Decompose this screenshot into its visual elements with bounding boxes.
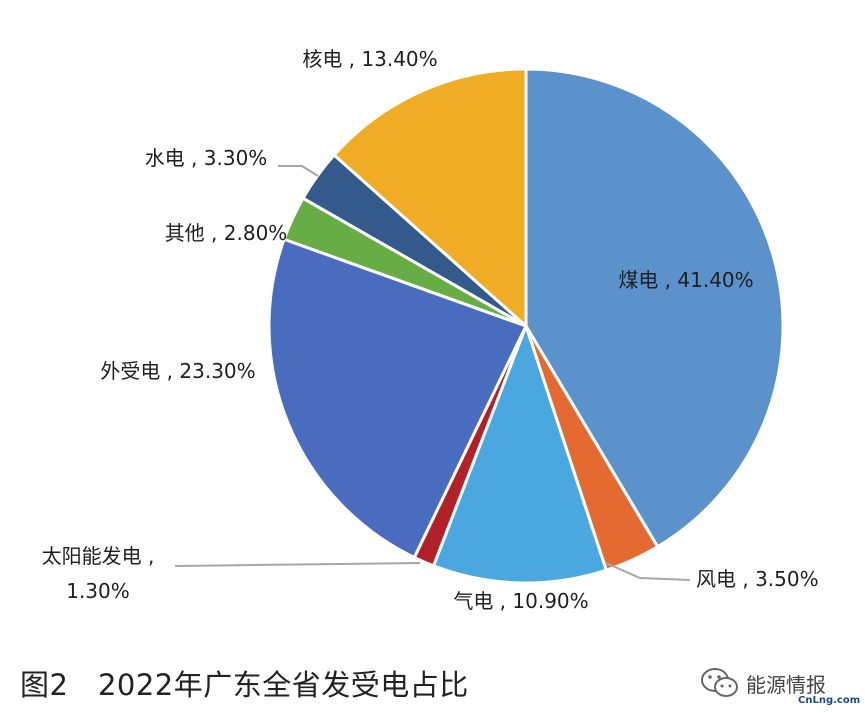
data-label-7: 水电 , 3.30% xyxy=(145,146,268,170)
leader-lines xyxy=(174,165,691,581)
data-label-6: 其他 , 2.80% xyxy=(165,221,288,245)
data-label-8: 核电 , 13.40% xyxy=(302,47,437,71)
data-label-3: 气电 , 10.90% xyxy=(453,589,588,613)
data-labels: 煤电 , 41.40% 风电 , 3.50% 气电 , 10.90% 太阳能发电 , 1… xyxy=(42,47,819,613)
wechat-icon xyxy=(701,668,738,697)
leader-line-7 xyxy=(278,165,319,177)
figure-caption: 图2 2022年广东全省发受电占比 xyxy=(20,668,469,702)
watermark-text: 能源情报 xyxy=(746,672,826,697)
watermark-site: CnLng.com xyxy=(798,695,861,706)
pie-slices xyxy=(267,67,785,585)
data-label-4: 太阳能发电 , xyxy=(42,544,155,568)
data-label-1: 煤电 , 41.40% xyxy=(618,268,753,292)
leader-line-4 xyxy=(174,562,421,567)
data-label-5: 外受电 , 23.30% xyxy=(100,359,255,383)
pie-slice-1 xyxy=(524,67,785,549)
leader-line-2 xyxy=(605,562,691,581)
data-label-4-value: 1.30% xyxy=(66,579,130,603)
watermark: 能源情报 CnLng.com xyxy=(700,655,860,711)
pie-slice-3 xyxy=(432,324,608,585)
pie-slice-5 xyxy=(267,237,528,559)
data-label-2: 风电 , 3.50% xyxy=(696,567,819,591)
pie-slice-8 xyxy=(332,67,528,328)
